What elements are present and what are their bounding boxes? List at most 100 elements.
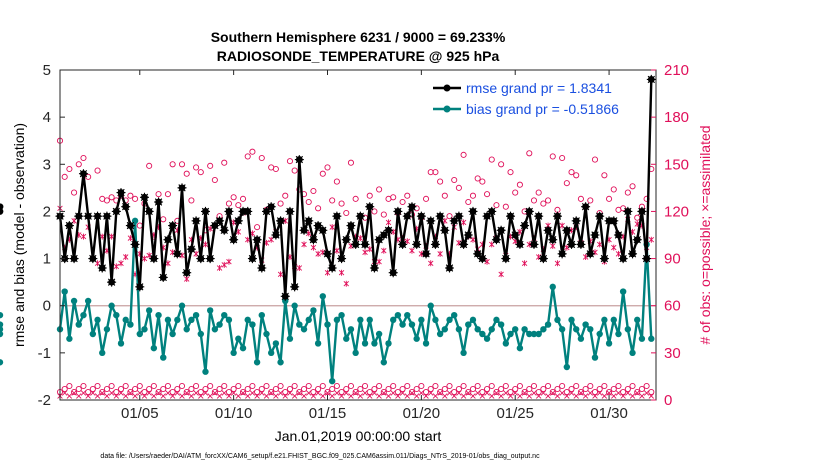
bias-point <box>408 321 416 328</box>
obs-assimilated-low-point <box>235 393 242 399</box>
obs-assimilated-low-point <box>338 393 345 399</box>
obs-assimilated-low-point <box>249 390 256 396</box>
bias-point <box>451 311 458 319</box>
obs-assimilated-low-point <box>343 390 349 396</box>
obs-assimilated-point <box>343 280 349 287</box>
obs-possible-low-point <box>225 388 232 396</box>
obs-possible-low-point <box>291 382 298 390</box>
obs-possible-low-point <box>310 388 317 396</box>
bias-point <box>239 344 247 352</box>
bias-point <box>291 302 298 309</box>
obs-assimilated-low-point <box>446 390 453 396</box>
obs-assimilated-low-point <box>287 390 293 396</box>
rmse-point-star <box>130 239 140 249</box>
obs-assimilated-low-point <box>503 390 509 396</box>
obs-possible-low-point <box>465 388 472 396</box>
bias-point <box>601 316 608 324</box>
bias-point <box>568 316 575 324</box>
obs-possible-point <box>624 189 631 196</box>
obs-possible-point <box>390 194 397 201</box>
obs-possible-low-point <box>141 388 148 396</box>
obs-assimilated-low-point <box>517 393 523 399</box>
obs-possible-low-point <box>624 385 631 393</box>
obs-assimilated-low-point <box>625 390 631 396</box>
obs-assimilated-low-point <box>174 390 181 396</box>
obs-possible-low-point <box>132 385 139 393</box>
bias-point <box>0 330 4 338</box>
obs-assimilated-low-point <box>306 390 312 396</box>
bias-point <box>296 321 303 328</box>
x-tick-label: 01/20 <box>403 405 441 422</box>
obs-possible-point <box>535 189 542 196</box>
obs-possible-point <box>286 158 294 165</box>
rmse-point-star <box>200 206 210 216</box>
obs-assimilated-low-point <box>198 393 204 399</box>
bias-point <box>324 321 331 328</box>
obs-possible-low-point <box>89 385 96 393</box>
obs-possible-point <box>193 164 200 171</box>
obs-possible-low-point <box>582 385 589 393</box>
obs-assimilated-low-point <box>324 390 331 396</box>
obs-assimilated-low-point <box>151 393 157 399</box>
chart-title: Southern Hemisphere 6231 / 9000 = 69.233… <box>211 29 506 45</box>
obs-possible-low-point <box>136 382 143 390</box>
rmse-point-star <box>529 239 539 249</box>
obs-possible-point <box>516 181 523 188</box>
obs-possible-low-point <box>178 382 186 390</box>
obs-possible-point <box>474 175 481 182</box>
rmse-point-star <box>93 211 103 221</box>
bias-point <box>474 326 481 333</box>
rmse-point-star <box>154 197 164 207</box>
bias-point <box>178 302 186 309</box>
obs-assimilated-point <box>648 236 655 243</box>
x-tick-label: 01/15 <box>309 405 347 422</box>
obs-possible-low-point <box>193 382 200 390</box>
obs-assimilated-point <box>338 269 345 276</box>
obs-assimilated-low-point <box>381 390 387 396</box>
obs-assimilated-low-point <box>648 393 655 399</box>
rmse-point-star <box>182 268 192 278</box>
bias-point <box>516 344 524 352</box>
bias-point <box>436 330 444 338</box>
rmse-point-star <box>477 254 487 264</box>
y2-tick-label: 120 <box>664 203 689 220</box>
obs-assimilated-low-point <box>160 393 166 399</box>
obs-assimilated-low-point <box>277 390 284 396</box>
bias-point <box>155 311 162 319</box>
obs-possible-low-point <box>432 382 439 390</box>
rmse-point-star <box>149 254 159 264</box>
obs-possible-low-point <box>535 388 542 396</box>
rmse-point-star <box>388 268 398 278</box>
chart-subtitle: RADIOSONDE_TEMPERATURE @ 925 hPa <box>217 48 500 64</box>
obs-assimilated-low-point <box>554 393 561 399</box>
bias-point <box>0 359 4 366</box>
obs-assimilated-point <box>310 244 317 251</box>
obs-possible-low-point <box>380 388 387 396</box>
obs-assimilated-low-point <box>165 390 171 396</box>
bias-point <box>544 321 552 328</box>
rmse-point-star <box>520 221 530 231</box>
bias-point <box>554 316 561 324</box>
bias-point <box>399 321 406 328</box>
y2-axis-label: # of obs: o=possible; ×=assimilated <box>697 125 713 344</box>
obs-possible-point <box>155 191 162 198</box>
bias-point <box>0 311 4 319</box>
rmse-point-star <box>440 225 450 235</box>
obs-assimilated-low-point <box>606 390 612 396</box>
obs-possible-point <box>559 154 566 162</box>
obs-assimilated-low-point <box>390 390 396 396</box>
rmse-point-star <box>196 254 206 264</box>
bias-point <box>113 311 120 319</box>
rmse-point-star <box>285 206 295 216</box>
bias-point <box>483 335 491 342</box>
rmse-point-star <box>243 206 253 216</box>
bias-point <box>253 359 261 366</box>
obs-assimilated-low-point <box>620 393 626 399</box>
obs-assimilated-point <box>301 241 307 248</box>
obs-possible-point <box>169 161 176 168</box>
rmse-point-star <box>473 249 483 259</box>
obs-possible-low-point <box>596 385 603 393</box>
obs-possible-point <box>451 176 458 184</box>
obs-assimilated-point <box>564 244 570 251</box>
obs-assimilated-low-point <box>113 393 120 399</box>
